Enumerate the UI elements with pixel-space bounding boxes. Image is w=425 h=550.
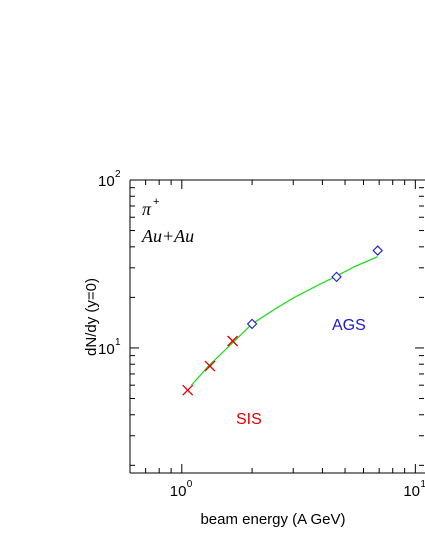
sis-point <box>204 360 216 372</box>
particle-symbol: π <box>142 199 152 219</box>
x-tick-label-exponent: 1 <box>420 479 425 490</box>
y-tick-label: 10 <box>98 173 115 190</box>
sis-marker-stroke <box>227 335 239 347</box>
fit-curve-line <box>191 256 378 386</box>
data-series <box>182 245 383 396</box>
sis-marker-stroke <box>204 360 216 372</box>
y-tick-label-exponent: 2 <box>115 169 121 180</box>
x-tick-label: 10 <box>403 483 420 500</box>
ags-point <box>331 271 342 283</box>
ags-label: AGS <box>332 317 366 334</box>
sis-label: SIS <box>236 411 262 428</box>
sis-point <box>227 335 239 347</box>
collision-system: Au+Au <box>141 226 194 246</box>
particle-annotation: π + Au+Au <box>141 196 194 246</box>
y-tick-label: 10 <box>98 341 115 358</box>
plot-frame <box>129 179 425 474</box>
tick-labels: 10 0 10 110 110 2 <box>98 169 425 500</box>
x-axis-label: beam energy (A GeV) <box>200 511 345 528</box>
axis-ticks <box>129 179 424 473</box>
particle-charge: + <box>153 196 159 208</box>
sis-point <box>182 384 194 396</box>
sis-marker-stroke <box>182 384 194 396</box>
y-tick-label-exponent: 1 <box>115 337 121 348</box>
y-axis-label: dN/dy (y=0) <box>83 278 100 356</box>
x-tick-label-exponent: 0 <box>187 479 193 490</box>
ags-point <box>372 245 383 256</box>
x-tick-label: 10 <box>170 483 187 500</box>
ags-point <box>246 318 258 330</box>
